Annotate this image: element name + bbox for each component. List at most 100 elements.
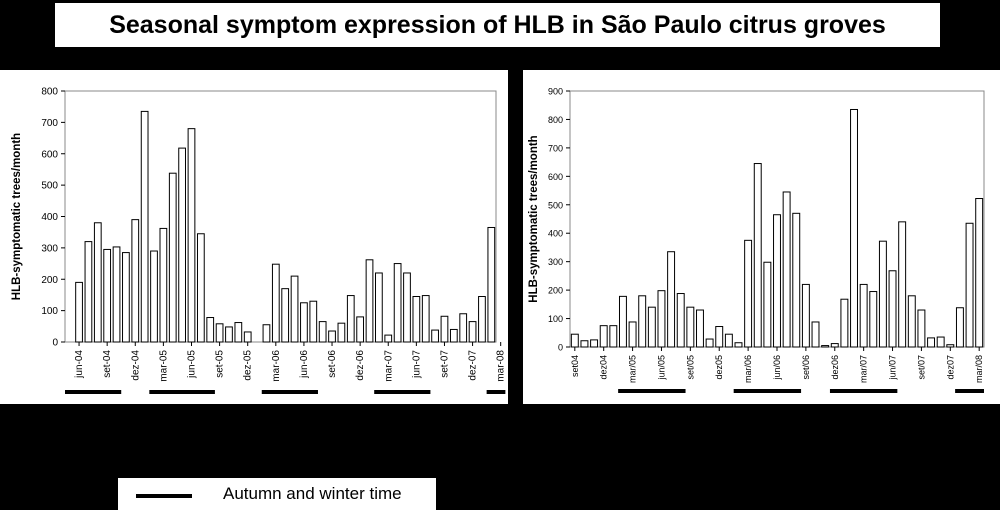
- y-tick-label: 100: [548, 314, 563, 324]
- bar: [734, 342, 743, 348]
- bar: [753, 163, 762, 348]
- bar: [609, 325, 618, 348]
- season-bar: [486, 390, 506, 394]
- bar: [271, 263, 280, 343]
- bar: [487, 226, 496, 343]
- bar: [215, 323, 224, 343]
- chart-panel-right: 0 100 200 300 400 500 600 700 800 900 HLB-symptoma…: [523, 70, 1000, 404]
- bar: [830, 343, 839, 348]
- x-tick-label: mar/08: [974, 355, 984, 383]
- y-tick-label: 700: [41, 118, 58, 129]
- bar: [150, 250, 158, 343]
- bar: [686, 306, 695, 348]
- x-tick-label: jun/07: [888, 355, 898, 381]
- bar: [131, 219, 140, 343]
- y-tick-label: 300: [548, 257, 563, 267]
- bar: [356, 316, 365, 343]
- bar: [140, 110, 149, 343]
- season-bar: [374, 390, 431, 394]
- bar: [907, 295, 916, 348]
- y-tick-label: 100: [41, 306, 58, 317]
- bar: [459, 313, 468, 343]
- bar: [412, 296, 421, 343]
- x-tick-label: dez-04: [130, 350, 141, 381]
- bar: [840, 298, 849, 348]
- bar: [667, 251, 676, 348]
- season-bar: [261, 390, 318, 394]
- bar: [112, 246, 121, 343]
- x-tick-label: set-06: [327, 350, 338, 378]
- bar: [580, 340, 589, 348]
- x-tick-label: set04: [570, 355, 580, 377]
- bar: [628, 321, 637, 348]
- bar: [618, 295, 627, 348]
- bar: [384, 334, 393, 343]
- y-tick-label: 0: [52, 338, 58, 349]
- bar: [300, 302, 308, 343]
- bar: [821, 345, 830, 348]
- y-tick-label: 800: [41, 87, 58, 98]
- bar: [850, 108, 858, 348]
- x-tick-label: jun-04: [74, 350, 85, 379]
- x-tick-label: dez07: [945, 355, 955, 380]
- x-tick-label: jun/05: [656, 355, 666, 381]
- bar: [773, 214, 781, 348]
- bar: [869, 291, 878, 348]
- chart-right: 0 100 200 300 400 500 600 700 800 900 HLB-symptoma…: [528, 87, 985, 393]
- bar: [792, 212, 801, 348]
- bar: [168, 172, 177, 343]
- bar: [763, 261, 772, 348]
- y-tick-label: 600: [548, 172, 563, 182]
- y-tick-label: 500: [548, 200, 563, 210]
- bar: [449, 328, 458, 343]
- bar: [859, 283, 868, 348]
- x-tick-label: dez-07: [468, 350, 479, 381]
- bar: [782, 191, 791, 348]
- x-tick-label: dez05: [714, 355, 724, 380]
- x-tick-label: jun-07: [411, 350, 422, 379]
- x-tick-label: dez04: [599, 355, 609, 380]
- x-tick-label: mar/07: [859, 355, 869, 383]
- season-bar: [149, 390, 215, 394]
- bar: [318, 321, 327, 343]
- bar: [801, 283, 810, 348]
- bar: [696, 309, 704, 348]
- x-tick-label: mar-08: [496, 350, 507, 382]
- x-tick-label: dez-05: [243, 350, 254, 381]
- bar: [468, 321, 477, 343]
- bar: [365, 259, 374, 343]
- x-tick-label: mar-06: [271, 350, 282, 382]
- x-tick-label: mar-05: [158, 350, 169, 382]
- bar: [676, 293, 685, 348]
- bar: [955, 307, 964, 348]
- bar: [103, 248, 112, 343]
- x-tick-label: jun-06: [299, 350, 310, 379]
- chart-0-plot: 0 100 200 300 400 500 600 700 800 HLB-symptomatic…: [11, 87, 507, 394]
- season-bar: [65, 390, 122, 394]
- bar: [262, 324, 271, 343]
- legend: Autumn and winter time: [118, 478, 436, 510]
- bar: [927, 337, 936, 348]
- bar: [346, 295, 355, 343]
- bar: [178, 147, 186, 343]
- y-tick-label: 200: [548, 286, 563, 296]
- bar: [375, 272, 383, 343]
- title-box: Seasonal symptom expression of HLB in Sã…: [55, 3, 940, 47]
- y-tick-label: 300: [41, 243, 58, 254]
- bar: [478, 296, 486, 343]
- bar: [393, 263, 402, 343]
- bar: [281, 288, 290, 343]
- y-tick-label: 600: [41, 149, 58, 160]
- bar: [898, 221, 907, 348]
- x-tick-label: set-07: [439, 350, 450, 378]
- chart-panel-left: 0 100 200 300 400 500 600 700 800 HLB-symptomatic…: [0, 70, 508, 404]
- x-tick-label: set-04: [102, 350, 113, 378]
- legend-label: Autumn and winter time: [223, 484, 402, 503]
- bar: [196, 233, 205, 343]
- bar: [724, 333, 733, 348]
- bar: [975, 198, 984, 348]
- y-tick-label: 400: [41, 212, 58, 223]
- season-bar: [829, 389, 898, 393]
- y-tick-label: 800: [548, 115, 563, 125]
- x-tick-label: jun-05: [186, 350, 197, 379]
